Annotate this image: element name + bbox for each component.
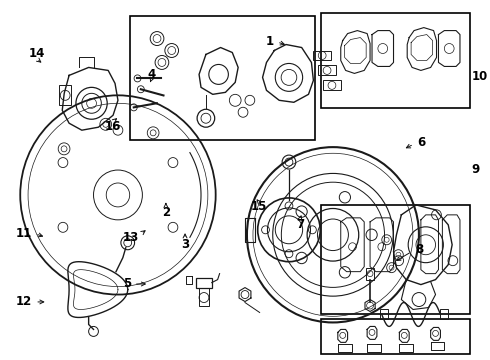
Text: 8: 8 (415, 243, 423, 256)
Text: 4: 4 (147, 68, 156, 81)
Bar (59, 85, 71, 105)
Text: 10: 10 (471, 69, 488, 82)
Bar (321, 319, 470, 354)
Text: 1: 1 (266, 35, 273, 49)
Bar (321, 205, 470, 315)
Text: 5: 5 (122, 278, 131, 291)
Bar (321, 13, 470, 108)
Text: 11: 11 (16, 227, 32, 240)
Bar (318, 66, 336, 75)
Text: 6: 6 (417, 136, 425, 149)
Text: 9: 9 (471, 163, 480, 176)
Text: 13: 13 (122, 231, 139, 244)
Text: 7: 7 (296, 218, 304, 231)
Bar (199, 288, 209, 306)
Bar (323, 80, 341, 90)
Text: 15: 15 (251, 201, 268, 213)
Bar (196, 278, 212, 288)
Bar (380, 310, 388, 319)
Bar (366, 268, 374, 280)
Bar (130, 15, 316, 140)
Text: 16: 16 (105, 120, 122, 133)
Bar (441, 310, 448, 319)
Text: 2: 2 (162, 206, 170, 219)
Text: 14: 14 (28, 47, 45, 60)
Text: 3: 3 (181, 238, 189, 251)
Text: 12: 12 (16, 296, 32, 309)
Bar (314, 50, 331, 60)
